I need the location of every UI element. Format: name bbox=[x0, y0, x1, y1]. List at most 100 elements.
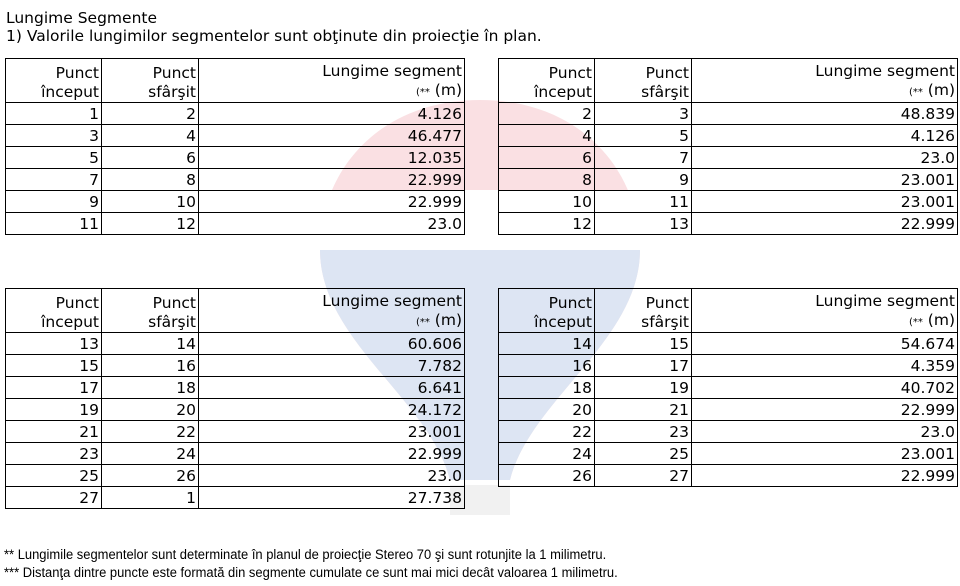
title: Lungime Segmente bbox=[6, 9, 158, 27]
segment-length-cell: 48.839 bbox=[691, 102, 958, 125]
segment-length-cell: 23.001 bbox=[691, 442, 958, 465]
start-point-cell: 23 bbox=[5, 442, 102, 465]
header-start: Punct început bbox=[5, 58, 102, 103]
end-point-cell: 12 bbox=[101, 212, 199, 235]
table-row: 2 3 48.839 bbox=[498, 102, 958, 125]
segment-length-cell: 4.126 bbox=[691, 124, 958, 147]
start-point-cell: 7 bbox=[5, 168, 102, 191]
end-point-cell: 1 bbox=[101, 486, 199, 509]
start-point-cell: 14 bbox=[498, 332, 595, 355]
table-row: 8 9 23.001 bbox=[498, 168, 958, 191]
end-point-cell: 23 bbox=[594, 420, 692, 443]
start-point-cell: 5 bbox=[5, 146, 102, 169]
segment-length-cell: 12.035 bbox=[198, 146, 465, 169]
end-point-cell: 14 bbox=[101, 332, 199, 355]
header-end: Punct sfârşit bbox=[594, 288, 692, 333]
end-point-cell: 5 bbox=[594, 124, 692, 147]
end-point-cell: 9 bbox=[594, 168, 692, 191]
subtitle: 1) Valorile lungimilor segmentelor sunt … bbox=[6, 27, 542, 45]
start-point-cell: 17 bbox=[5, 376, 102, 399]
start-point-cell: 18 bbox=[498, 376, 595, 399]
start-point-cell: 16 bbox=[498, 354, 595, 377]
end-point-cell: 22 bbox=[101, 420, 199, 443]
segment-length-cell: 22.999 bbox=[198, 190, 465, 213]
table-row: 1 2 4.126 bbox=[5, 102, 465, 125]
footnote-1: ** Lungimile segmentelor sunt determinat… bbox=[4, 547, 607, 562]
segment-length-cell: 4.359 bbox=[691, 354, 958, 377]
start-point-cell: 12 bbox=[498, 212, 595, 235]
end-point-cell: 27 bbox=[594, 464, 692, 487]
header-start: Punct început bbox=[5, 288, 102, 333]
table-row: 5 6 12.035 bbox=[5, 146, 465, 169]
start-point-cell: 15 bbox=[5, 354, 102, 377]
segment-length-cell: 22.999 bbox=[198, 442, 465, 465]
start-point-cell: 1 bbox=[5, 102, 102, 125]
table-row: 19 20 24.172 bbox=[5, 398, 465, 421]
start-point-cell: 24 bbox=[498, 442, 595, 465]
start-point-cell: 2 bbox=[498, 102, 595, 125]
header-end: Punct sfârşit bbox=[594, 58, 692, 103]
table-row: 10 11 23.001 bbox=[498, 190, 958, 213]
header-length: Lungime segment (** (m) bbox=[198, 58, 465, 103]
header-length: Lungime segment (** (m) bbox=[691, 58, 958, 103]
segment-length-cell: 23.001 bbox=[691, 190, 958, 213]
end-point-cell: 18 bbox=[101, 376, 199, 399]
page-heading: Lungime Segmente 1) Valorile lungimilor … bbox=[6, 9, 542, 45]
header-length: Lungime segment (** (m) bbox=[691, 288, 958, 333]
end-point-cell: 21 bbox=[594, 398, 692, 421]
table-row: 12 13 22.999 bbox=[498, 212, 958, 235]
segment-table: Punct început Punct sfârşit Lungime segmen… bbox=[498, 288, 958, 487]
end-point-cell: 15 bbox=[594, 332, 692, 355]
end-point-cell: 24 bbox=[101, 442, 199, 465]
table-row: 3 4 46.477 bbox=[5, 124, 465, 147]
table-row: 25 26 23.0 bbox=[5, 464, 465, 487]
table-row: 23 24 22.999 bbox=[5, 442, 465, 465]
end-point-cell: 13 bbox=[594, 212, 692, 235]
header-end: Punct sfârşit bbox=[101, 288, 199, 333]
end-point-cell: 8 bbox=[101, 168, 199, 191]
table-row: 9 10 22.999 bbox=[5, 190, 465, 213]
end-point-cell: 20 bbox=[101, 398, 199, 421]
table-header: Punct început Punct sfârşit Lungime segmen… bbox=[5, 288, 465, 333]
segment-length-cell: 23.001 bbox=[691, 168, 958, 191]
segment-length-cell: 27.738 bbox=[198, 486, 465, 509]
table-row: 4 5 4.126 bbox=[498, 124, 958, 147]
segment-length-cell: 23.0 bbox=[198, 464, 465, 487]
segment-table: Punct început Punct sfârşit Lungime segmen… bbox=[5, 58, 465, 235]
end-point-cell: 11 bbox=[594, 190, 692, 213]
segment-length-cell: 4.126 bbox=[198, 102, 465, 125]
header-length: Lungime segment (** (m) bbox=[198, 288, 465, 333]
table-header: Punct început Punct sfârşit Lungime segmen… bbox=[498, 58, 958, 103]
end-point-cell: 2 bbox=[101, 102, 199, 125]
end-point-cell: 7 bbox=[594, 146, 692, 169]
segment-length-cell: 46.477 bbox=[198, 124, 465, 147]
table-row: 22 23 23.0 bbox=[498, 420, 958, 443]
table-header: Punct început Punct sfârşit Lungime segmen… bbox=[5, 58, 465, 103]
segment-table: Punct început Punct sfârşit Lungime segmen… bbox=[498, 58, 958, 235]
segment-length-cell: 23.0 bbox=[691, 146, 958, 169]
start-point-cell: 8 bbox=[498, 168, 595, 191]
table-row: 13 14 60.606 bbox=[5, 332, 465, 355]
start-point-cell: 26 bbox=[498, 464, 595, 487]
end-point-cell: 6 bbox=[101, 146, 199, 169]
start-point-cell: 6 bbox=[498, 146, 595, 169]
segment-length-cell: 54.674 bbox=[691, 332, 958, 355]
table-row: 15 16 7.782 bbox=[5, 354, 465, 377]
segment-length-cell: 40.702 bbox=[691, 376, 958, 399]
start-point-cell: 10 bbox=[498, 190, 595, 213]
table-row: 16 17 4.359 bbox=[498, 354, 958, 377]
end-point-cell: 25 bbox=[594, 442, 692, 465]
end-point-cell: 26 bbox=[101, 464, 199, 487]
segment-length-cell: 22.999 bbox=[691, 212, 958, 235]
start-point-cell: 3 bbox=[5, 124, 102, 147]
start-point-cell: 4 bbox=[498, 124, 595, 147]
end-point-cell: 17 bbox=[594, 354, 692, 377]
table-row: 17 18 6.641 bbox=[5, 376, 465, 399]
end-point-cell: 16 bbox=[101, 354, 199, 377]
table-row: 27 1 27.738 bbox=[5, 486, 465, 509]
start-point-cell: 22 bbox=[498, 420, 595, 443]
table-row: 18 19 40.702 bbox=[498, 376, 958, 399]
segment-length-cell: 22.999 bbox=[691, 398, 958, 421]
segment-length-cell: 22.999 bbox=[691, 464, 958, 487]
segment-length-cell: 7.782 bbox=[198, 354, 465, 377]
